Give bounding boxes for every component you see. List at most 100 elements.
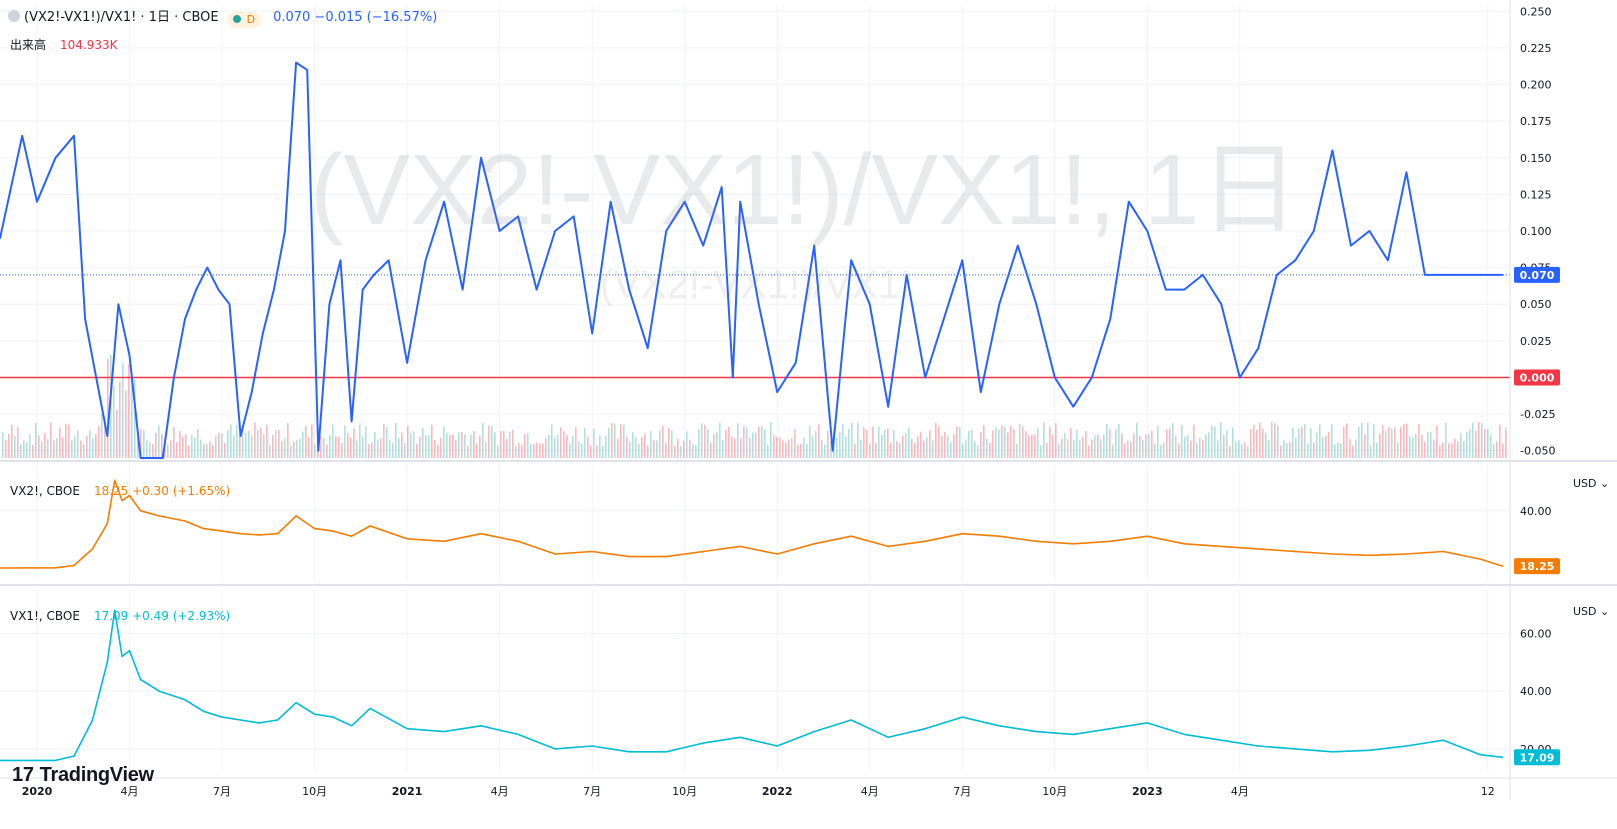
vx2-data-point xyxy=(91,548,94,550)
volume-bar xyxy=(272,434,274,458)
volume-bar xyxy=(5,440,7,458)
vx1-data-point xyxy=(1146,722,1149,724)
volume-bar xyxy=(1436,425,1438,458)
volume-bar xyxy=(146,440,148,458)
volume-bar xyxy=(710,442,712,458)
vx1-data-point xyxy=(998,725,1000,727)
volume-bar xyxy=(221,433,223,458)
volume-bar xyxy=(455,440,457,458)
volume-bar xyxy=(788,439,790,458)
volume-bar xyxy=(68,424,70,458)
volume-bar xyxy=(530,443,532,458)
volume-bar xyxy=(1094,435,1096,458)
volume-bar xyxy=(1157,426,1159,458)
tradingview-brand[interactable]: 17 TradingView xyxy=(12,763,154,787)
volume-bar xyxy=(92,438,94,458)
volume-bar xyxy=(647,445,649,458)
volume-bar xyxy=(77,430,79,458)
volume-bar xyxy=(1013,429,1015,458)
volume-bar xyxy=(953,433,955,458)
volume-bar xyxy=(158,425,160,458)
volume-bar xyxy=(650,431,652,458)
last-value: 0.070 xyxy=(273,10,311,25)
vx1-data-point xyxy=(202,710,205,712)
volume-bar xyxy=(869,443,871,458)
volume-bar xyxy=(665,442,667,458)
vx1-data-point xyxy=(628,751,630,753)
volume-bar xyxy=(1133,433,1135,458)
volume-label[interactable]: 出来高 xyxy=(10,38,47,52)
volume-bar xyxy=(1190,440,1192,458)
pane3-currency-selector[interactable]: USD ⌄ xyxy=(1573,605,1609,619)
volume-bar xyxy=(1502,443,1504,458)
volume-bar xyxy=(1442,442,1444,458)
volume-bar xyxy=(548,434,550,458)
pane2-currency-selector[interactable]: USD ⌄ xyxy=(1573,477,1609,491)
vx2-data-point xyxy=(313,527,316,530)
vx1-data-point xyxy=(702,742,704,744)
volume-bar xyxy=(1376,442,1378,458)
volume-bar xyxy=(908,427,910,458)
volume-bar xyxy=(746,427,748,458)
vx2-data-point xyxy=(1146,535,1149,537)
vx2-data-point xyxy=(276,533,279,535)
volume-bar xyxy=(23,440,25,458)
vx1-data-point xyxy=(1183,733,1186,736)
volume-bar xyxy=(299,438,301,458)
volume-bar xyxy=(1316,433,1318,458)
volume-bar xyxy=(1469,429,1471,458)
vx2-data-point xyxy=(258,534,260,536)
volume-bar xyxy=(737,423,739,458)
volume-bar xyxy=(1229,445,1231,458)
y-tick-label: 0.250 xyxy=(1520,5,1552,18)
symbol-title[interactable]: (VX2!-VX1!)/VX1! · 1日 · CBOE xyxy=(24,10,219,25)
volume-bar xyxy=(821,440,823,458)
volume-bar xyxy=(764,429,766,458)
vx2-data-point xyxy=(961,533,963,535)
volume-bar xyxy=(254,422,256,458)
market-status-badge[interactable]: D xyxy=(226,12,262,28)
volume-bar xyxy=(11,424,13,458)
volume-bar xyxy=(656,440,658,458)
volume-bar xyxy=(326,444,328,458)
vx1-data-point xyxy=(258,722,260,724)
volume-bar xyxy=(65,423,67,458)
spread-data-point xyxy=(1350,244,1352,247)
volume-bar xyxy=(176,442,178,458)
volume-bar xyxy=(446,433,448,458)
vx2-data-point xyxy=(350,535,353,537)
vx1-data-point xyxy=(443,730,445,733)
volume-bar xyxy=(689,439,691,458)
volume-bar xyxy=(1493,444,1495,458)
spread-data-point xyxy=(1294,259,1297,262)
volume-bar xyxy=(860,439,862,458)
volume-bar xyxy=(653,440,655,458)
volume-bar xyxy=(29,434,31,458)
volume-bar xyxy=(1280,445,1282,458)
spread-data-point xyxy=(794,362,797,364)
spread-data-point xyxy=(54,157,57,159)
spread-data-point xyxy=(757,303,760,306)
volume-bar xyxy=(224,443,226,458)
x-tick-label: 2023 xyxy=(1132,785,1163,798)
spread-data-point xyxy=(1109,318,1112,320)
volume-bar xyxy=(263,433,265,458)
vx1-data-point xyxy=(91,719,94,721)
status-dot-icon xyxy=(232,15,241,23)
vx1-price-tag: 17.09 xyxy=(1520,751,1555,764)
pane2-symbol[interactable]: VX2!, CBOE xyxy=(10,484,80,498)
x-tick-label: 7月 xyxy=(213,785,231,798)
volume-bar xyxy=(755,432,757,458)
volume-bar xyxy=(440,437,442,458)
spread-data-point xyxy=(184,318,186,320)
volume-bar xyxy=(1148,433,1150,458)
volume-bar xyxy=(1127,440,1129,458)
spread-data-point xyxy=(1239,376,1241,379)
volume-bar xyxy=(1007,432,1009,458)
volume-bar xyxy=(683,440,685,458)
volume-bar xyxy=(1289,441,1291,458)
vx2-data-point xyxy=(480,533,482,535)
pane3-symbol[interactable]: VX1!, CBOE xyxy=(10,609,80,623)
volume-bar xyxy=(1379,433,1381,458)
volume-bar xyxy=(1109,428,1111,458)
